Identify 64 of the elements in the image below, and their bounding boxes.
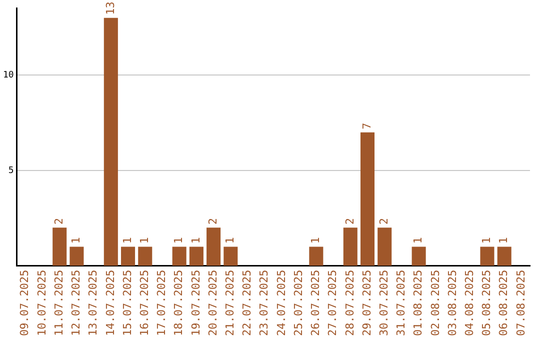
bar <box>343 228 358 266</box>
x-tick-label: 30.07.2025 <box>377 270 390 336</box>
bar <box>309 246 324 266</box>
data-label: 1 <box>138 237 151 244</box>
x-tick-label: 22.07.2025 <box>240 270 254 336</box>
x-tick-label: 06.08.2025 <box>497 270 510 336</box>
data-label: 2 <box>206 218 220 225</box>
bar <box>121 246 136 266</box>
x-tick-label: 25.07.2025 <box>292 270 305 336</box>
bar <box>378 228 392 266</box>
x-tick-label: 17.07.2025 <box>155 270 168 336</box>
bar <box>497 246 512 266</box>
data-label: 1 <box>120 237 134 244</box>
x-tick-label: 28.07.2025 <box>343 270 356 336</box>
x-tick-label: 20.07.2025 <box>206 270 220 336</box>
bar <box>412 246 426 266</box>
data-label: 1 <box>412 237 425 244</box>
data-label: 1 <box>224 237 237 244</box>
x-tick-label: 09.07.2025 <box>18 270 32 336</box>
data-label: 1 <box>480 237 494 244</box>
x-tick-label: 07.08.2025 <box>514 270 528 336</box>
x-tick-label: 31.07.2025 <box>394 270 408 336</box>
data-label: 1 <box>309 237 322 244</box>
x-tick-label: 21.07.2025 <box>224 270 237 336</box>
x-tick-label: 29.07.2025 <box>360 270 374 336</box>
data-label: 1 <box>172 237 186 244</box>
x-tick-label: 12.07.2025 <box>70 270 83 336</box>
x-tick-label: 18.07.2025 <box>172 270 186 336</box>
x-tick-label: 11.07.2025 <box>52 270 66 336</box>
bar <box>206 228 221 266</box>
x-tick-label: 03.08.2025 <box>446 270 459 336</box>
x-tick-label: 19.07.2025 <box>189 270 202 336</box>
x-tick-label: 16.07.2025 <box>138 270 151 336</box>
x-tick-label: 24.07.2025 <box>274 270 288 336</box>
bar <box>360 132 375 266</box>
x-tick-label: 01.08.2025 <box>412 270 425 336</box>
bar <box>70 246 84 266</box>
data-label: 2 <box>52 218 66 225</box>
data-label: 13 <box>104 2 117 15</box>
bar <box>224 246 238 266</box>
bar <box>480 246 494 266</box>
data-label: 1 <box>70 237 83 244</box>
x-tick-label: 05.08.2025 <box>480 270 494 336</box>
x-tick-label: 10.07.2025 <box>35 270 48 336</box>
x-tick-label: 04.08.2025 <box>462 270 476 336</box>
x-tick-label: 13.07.2025 <box>86 270 100 336</box>
data-label: 7 <box>360 122 374 130</box>
x-tick-label: 27.07.2025 <box>326 270 340 336</box>
x-tick-label: 15.07.2025 <box>120 270 134 336</box>
y-tick-label: 5 <box>8 166 14 176</box>
data-label: 2 <box>343 218 356 225</box>
bar <box>189 246 204 266</box>
x-tick-label: 14.07.2025 <box>104 270 117 336</box>
data-label: 1 <box>189 237 202 244</box>
x-tick-label: 23.07.2025 <box>258 270 271 336</box>
bar <box>138 246 152 266</box>
y-tick-label: 10 <box>2 70 14 80</box>
bar <box>52 228 67 266</box>
bar <box>172 246 186 266</box>
data-label: 1 <box>497 237 510 244</box>
x-tick-label: 26.07.2025 <box>309 270 322 336</box>
data-label: 2 <box>377 218 390 225</box>
bar <box>104 18 118 266</box>
x-tick-label: 02.08.2025 <box>428 270 442 336</box>
